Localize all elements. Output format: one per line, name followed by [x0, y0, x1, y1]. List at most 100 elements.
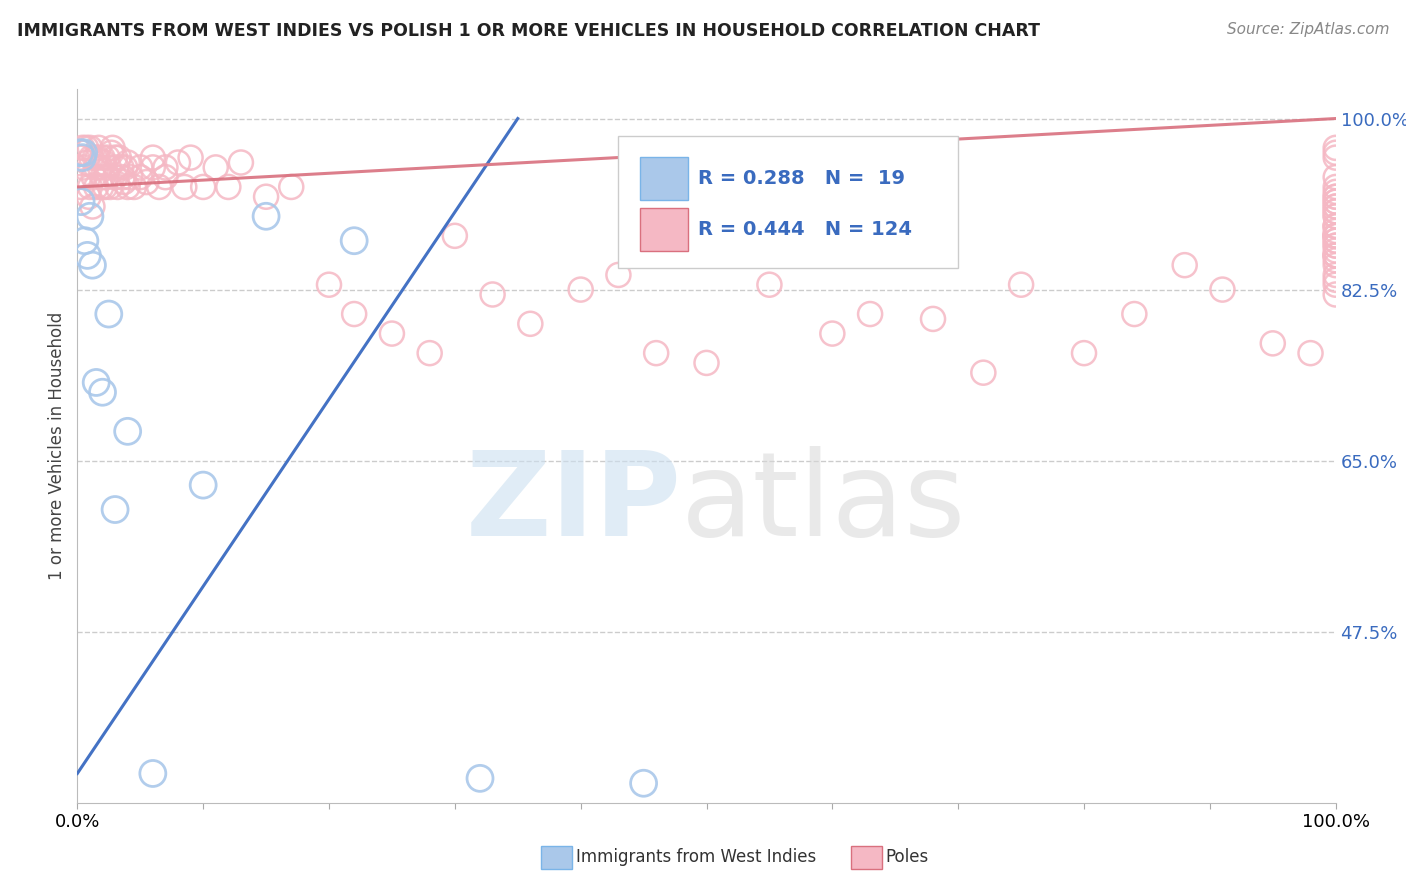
- Point: [120, 170, 142, 185]
- Point: [76, 248, 98, 262]
- Point: [72, 151, 94, 165]
- Point: [87, 141, 110, 155]
- Point: [79, 141, 101, 155]
- Point: [922, 312, 945, 326]
- Point: [254, 190, 277, 204]
- Point: [1324, 194, 1347, 209]
- Point: [318, 277, 340, 292]
- Point: [280, 180, 302, 194]
- Point: [135, 175, 157, 189]
- Point: [117, 155, 139, 169]
- Point: [111, 170, 134, 185]
- Point: [72, 161, 94, 175]
- Point: [82, 258, 104, 272]
- Point: [148, 180, 170, 194]
- Point: [444, 228, 467, 243]
- Point: [1174, 258, 1197, 272]
- Point: [1324, 204, 1347, 219]
- Point: [75, 141, 97, 155]
- Point: [229, 155, 252, 169]
- Point: [204, 161, 226, 175]
- Point: [1324, 190, 1347, 204]
- Point: [112, 175, 135, 189]
- Point: [254, 209, 277, 223]
- Point: [93, 155, 115, 169]
- Point: [1324, 209, 1347, 223]
- Point: [117, 180, 139, 194]
- Point: [180, 151, 202, 165]
- Point: [101, 141, 124, 155]
- Point: [1324, 238, 1347, 252]
- Point: [1324, 219, 1347, 233]
- Point: [191, 180, 215, 194]
- Text: R = 0.288   N =  19: R = 0.288 N = 19: [697, 169, 904, 188]
- Text: Source: ZipAtlas.com: Source: ZipAtlas.com: [1226, 22, 1389, 37]
- Point: [155, 161, 177, 175]
- Point: [86, 151, 108, 165]
- Point: [104, 502, 127, 516]
- Text: Poles: Poles: [886, 848, 929, 866]
- Point: [96, 151, 118, 165]
- Point: [343, 307, 366, 321]
- Point: [645, 346, 668, 360]
- Point: [122, 180, 145, 194]
- Point: [167, 155, 190, 169]
- Text: ZIP: ZIP: [465, 446, 682, 560]
- Point: [94, 180, 117, 194]
- Point: [89, 161, 111, 175]
- Point: [381, 326, 404, 341]
- Point: [90, 180, 112, 194]
- Point: [1123, 307, 1146, 321]
- Point: [1324, 200, 1347, 214]
- Point: [1324, 180, 1347, 194]
- Point: [73, 234, 96, 248]
- Point: [1324, 224, 1347, 238]
- Point: [155, 170, 177, 185]
- Point: [107, 180, 129, 194]
- Point: [72, 141, 94, 155]
- Point: [1324, 209, 1347, 223]
- Point: [1324, 228, 1347, 243]
- Point: [142, 161, 165, 175]
- Point: [1324, 268, 1347, 282]
- FancyBboxPatch shape: [619, 136, 959, 268]
- Point: [1324, 244, 1347, 258]
- Point: [104, 170, 127, 185]
- Point: [1324, 145, 1347, 160]
- Point: [217, 180, 239, 194]
- Point: [114, 161, 136, 175]
- Point: [104, 151, 127, 165]
- Point: [1324, 194, 1347, 209]
- Point: [84, 151, 107, 165]
- Bar: [640, 157, 688, 200]
- Point: [1324, 258, 1347, 272]
- Point: [98, 180, 121, 194]
- Point: [70, 194, 93, 209]
- Point: [1073, 346, 1095, 360]
- Point: [142, 766, 165, 780]
- Point: [1324, 228, 1347, 243]
- Point: [1324, 287, 1347, 301]
- Point: [97, 307, 120, 321]
- Point: [69, 145, 91, 160]
- Point: [468, 772, 491, 786]
- Point: [129, 161, 152, 175]
- Point: [72, 145, 94, 160]
- Point: [69, 151, 91, 165]
- Point: [1324, 248, 1347, 262]
- Point: [1324, 238, 1347, 252]
- Point: [972, 366, 994, 380]
- Point: [79, 209, 101, 223]
- Point: [1211, 283, 1233, 297]
- Point: [97, 161, 120, 175]
- Point: [77, 190, 100, 204]
- Point: [758, 277, 780, 292]
- Point: [80, 151, 103, 165]
- Point: [1324, 273, 1347, 287]
- Point: [76, 155, 98, 169]
- Point: [1299, 346, 1322, 360]
- Point: [1324, 248, 1347, 262]
- Point: [108, 151, 131, 165]
- Point: [419, 346, 441, 360]
- Point: [117, 425, 139, 439]
